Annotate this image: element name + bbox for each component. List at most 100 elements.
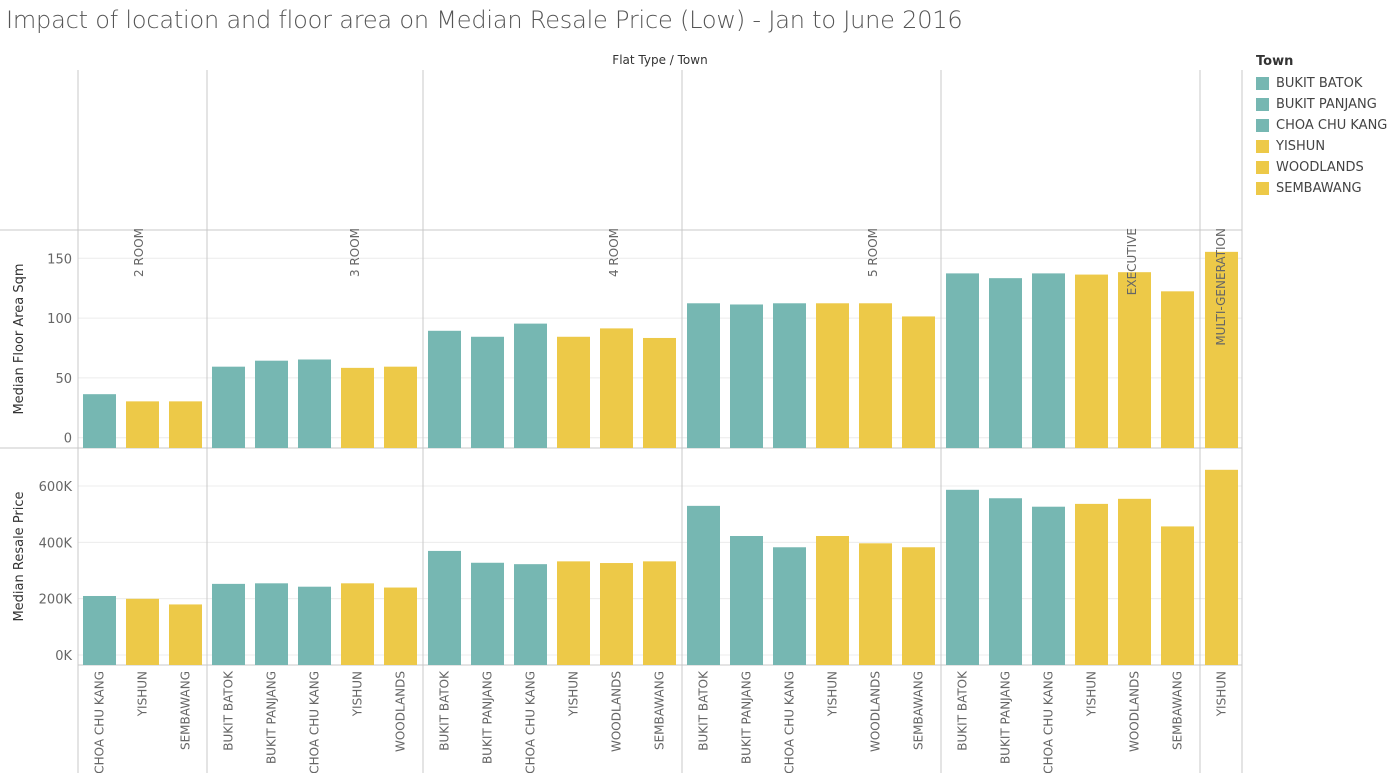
- bar-floor-area: [1205, 251, 1238, 448]
- x-tick-label: CHOA CHU KANG: [524, 671, 538, 773]
- bar-resale-price: [557, 561, 590, 665]
- bar-resale-price: [83, 595, 116, 665]
- legend: Town BUKIT BATOK BUKIT PANJANG CHOA CHU KA…: [1256, 54, 1398, 199]
- bar-floor-area: [902, 316, 935, 448]
- bar-floor-area: [298, 359, 331, 448]
- legend-item: BUKIT BATOK: [1256, 73, 1398, 94]
- x-tick-label: BUKIT PANJANG: [265, 671, 279, 764]
- legend-item: BUKIT PANJANG: [1256, 94, 1398, 115]
- legend-item: CHOA CHU KANG: [1256, 115, 1398, 136]
- legend-swatch: [1256, 98, 1269, 111]
- legend-label: BUKIT BATOK: [1276, 76, 1363, 91]
- bar-resale-price: [946, 489, 979, 665]
- bar-resale-price: [298, 586, 331, 665]
- y-tick-label: 150: [47, 252, 72, 267]
- y-tick-label: 0K: [55, 649, 72, 664]
- legend-swatch: [1256, 119, 1269, 132]
- legend-label: BUKIT PANJANG: [1276, 97, 1377, 112]
- bar-resale-price: [687, 505, 720, 665]
- bar-resale-price: [1205, 469, 1238, 665]
- bar-floor-area: [384, 366, 417, 448]
- bar-resale-price: [169, 604, 202, 665]
- bar-floor-area: [1118, 272, 1151, 448]
- bar-resale-price: [341, 583, 374, 665]
- bar-floor-area: [428, 330, 461, 448]
- legend-item: YISHUN: [1256, 136, 1398, 157]
- x-tick-label: BUKIT PANJANG: [740, 671, 754, 764]
- x-tick-label: CHOA CHU KANG: [783, 671, 797, 773]
- x-tick-label: CHOA CHU KANG: [1042, 671, 1056, 773]
- bar-floor-area: [514, 323, 547, 448]
- bar-floor-area: [1075, 274, 1108, 448]
- x-tick-label: BUKIT PANJANG: [999, 671, 1013, 764]
- x-tick-label: WOODLANDS: [394, 671, 408, 752]
- flat-type-header: MULTI-GENERATION: [1214, 228, 1228, 346]
- x-tick-label: BUKIT PANJANG: [481, 671, 495, 764]
- legend-item: WOODLANDS: [1256, 157, 1398, 178]
- bars: [83, 251, 1238, 665]
- x-tick-label: WOODLANDS: [869, 671, 883, 752]
- bar-floor-area: [1161, 291, 1194, 448]
- bar-floor-area: [989, 278, 1022, 448]
- bar-floor-area: [600, 328, 633, 448]
- chart-canvas: Flat Type / Town 0 50 100 150 Median Floor A…: [0, 53, 1243, 773]
- bar-floor-area: [859, 303, 892, 448]
- x-tick-label: YISHUN: [1215, 671, 1229, 717]
- bar-resale-price: [514, 564, 547, 665]
- legend-swatch: [1256, 140, 1269, 153]
- category-labels: 2 ROOM CHOA CHU KANG YISHUN SEMBAWANG 3 ROOM…: [93, 228, 1229, 773]
- legend-swatch: [1256, 161, 1269, 174]
- flat-type-header: 2 ROOM: [132, 228, 146, 277]
- bar-resale-price: [773, 547, 806, 665]
- bar-resale-price: [255, 583, 288, 665]
- bar-floor-area: [687, 303, 720, 448]
- x-tick-label: BUKIT BATOK: [956, 670, 970, 751]
- x-tick-label: YISHUN: [1085, 671, 1099, 717]
- x-tick-label: YISHUN: [351, 671, 365, 717]
- y-tick-label: 600K: [39, 480, 73, 495]
- x-tick-label: BUKIT BATOK: [438, 670, 452, 751]
- legend-label: CHOA CHU KANG: [1276, 118, 1388, 133]
- bar-resale-price: [428, 550, 461, 665]
- bar-floor-area: [126, 401, 159, 448]
- y-tick-label: 400K: [39, 536, 73, 551]
- bar-resale-price: [384, 587, 417, 665]
- bar-floor-area: [341, 367, 374, 448]
- x-tick-label: BUKIT BATOK: [222, 670, 236, 751]
- x-tick-label: SEMBAWANG: [1171, 671, 1185, 750]
- legend-item: SEMBAWANG: [1256, 178, 1398, 199]
- axes: 0 50 100 150 Median Floor Area Sqm 0K 200K 400K…: [12, 252, 72, 664]
- legend-label: WOODLANDS: [1276, 160, 1364, 175]
- y-tick-label: 50: [55, 372, 72, 387]
- bar-floor-area: [169, 401, 202, 448]
- bar-floor-area: [816, 303, 849, 448]
- flat-type-header: EXECUTIVE: [1125, 228, 1139, 295]
- chart-title: Impact of location and floor area on Med…: [6, 6, 963, 34]
- x-tick-label: SEMBAWANG: [653, 671, 667, 750]
- bar-floor-area: [946, 273, 979, 448]
- bar-resale-price: [989, 498, 1022, 665]
- bar-floor-area: [471, 336, 504, 448]
- y-axis-label: Median Floor Area Sqm: [12, 263, 27, 414]
- x-tick-label: YISHUN: [136, 671, 150, 717]
- y-tick-label: 0: [64, 432, 72, 447]
- bar-resale-price: [859, 543, 892, 665]
- bar-floor-area: [643, 337, 676, 448]
- x-tick-label: YISHUN: [567, 671, 581, 717]
- x-tick-label: YISHUN: [826, 671, 840, 717]
- bar-resale-price: [212, 583, 245, 665]
- x-tick-label: CHOA CHU KANG: [93, 671, 107, 773]
- x-tick-label: SEMBAWANG: [179, 671, 193, 750]
- flat-type-header: 5 ROOM: [866, 228, 880, 277]
- column-header: Flat Type / Town: [612, 53, 707, 67]
- legend-swatch: [1256, 182, 1269, 195]
- bar-floor-area: [255, 360, 288, 448]
- x-tick-label: WOODLANDS: [610, 671, 624, 752]
- legend-label: YISHUN: [1276, 139, 1326, 154]
- bar-resale-price: [643, 561, 676, 665]
- bar-resale-price: [1032, 506, 1065, 665]
- bar-resale-price: [126, 598, 159, 665]
- bar-resale-price: [816, 535, 849, 665]
- legend-title: Town: [1256, 54, 1294, 69]
- bar-resale-price: [600, 563, 633, 665]
